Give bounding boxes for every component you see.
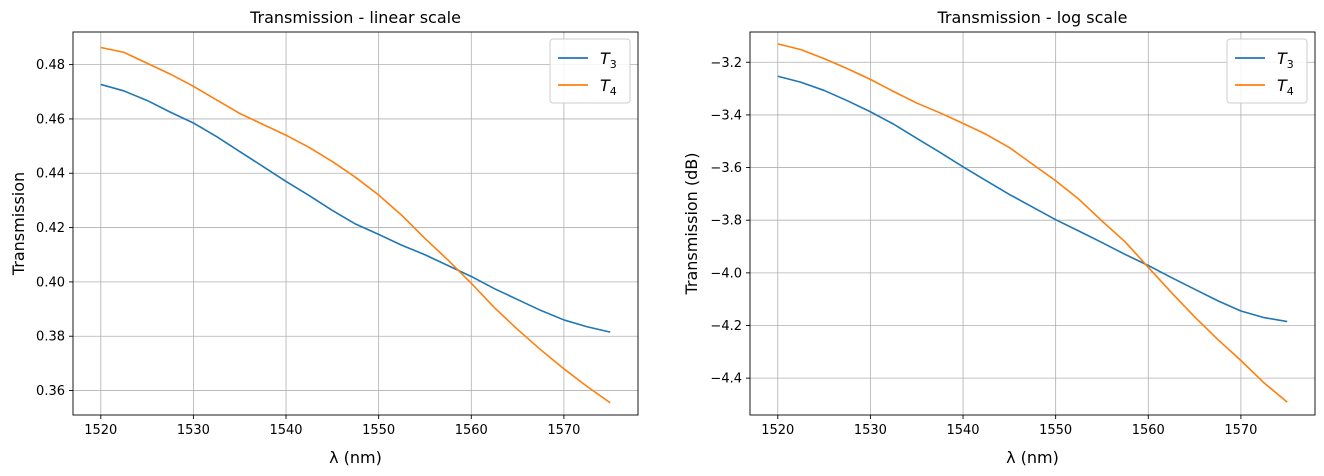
chart-title: Transmission - linear scale xyxy=(249,8,461,27)
x-tick-label: 1520 xyxy=(761,423,794,438)
y-tick-label: 0.44 xyxy=(36,167,65,182)
y-tick-label: 0.46 xyxy=(36,112,65,127)
x-tick-label: 1570 xyxy=(547,423,580,438)
legend-label-subscript: 3 xyxy=(610,58,617,71)
x-axis-label: λ (nm) xyxy=(1006,448,1059,467)
y-tick-label: 0.42 xyxy=(36,221,65,236)
x-tick-label: 1570 xyxy=(1224,423,1257,438)
x-tick-label: 1550 xyxy=(362,423,395,438)
y-tick-label: −3.4 xyxy=(710,108,742,123)
axes-frame xyxy=(72,31,639,416)
y-axis-label: Transmission xyxy=(9,172,28,276)
y-tick-label: −4.4 xyxy=(710,372,742,387)
legend-box xyxy=(549,38,631,104)
x-tick-label: 1530 xyxy=(177,423,210,438)
y-tick-label: 0.36 xyxy=(36,384,65,399)
chart-title: Transmission - log scale xyxy=(936,8,1127,27)
x-tick-label: 1520 xyxy=(84,423,117,438)
legend-label-subscript: 4 xyxy=(610,85,617,98)
series-line-T3 xyxy=(100,83,611,333)
legend-box xyxy=(1226,38,1308,104)
x-axis-label: λ (nm) xyxy=(329,448,382,467)
series-line-T3 xyxy=(777,75,1288,323)
x-tick-label: 1540 xyxy=(946,423,979,438)
y-tick-label: −3.2 xyxy=(710,56,742,71)
y-tick-label: 0.38 xyxy=(36,330,65,345)
axes-frame xyxy=(749,31,1316,416)
series-line-T4 xyxy=(777,43,1288,403)
x-tick-label: 1530 xyxy=(854,423,887,438)
chart-panel-1: 1520 1530 1540 1550 1560 1570 0.36 0.38 0.40 0.42… xyxy=(9,8,639,467)
legend-label-subscript: 4 xyxy=(1287,85,1294,98)
legend-label-subscript: 3 xyxy=(1287,58,1294,71)
series-line-T4 xyxy=(100,46,611,404)
y-tick-label: −3.6 xyxy=(710,161,742,176)
y-tick-label: −4.0 xyxy=(710,266,742,281)
y-tick-label: 0.40 xyxy=(36,275,65,290)
y-tick-label: 0.48 xyxy=(36,58,65,73)
x-tick-label: 1550 xyxy=(1039,423,1072,438)
x-tick-label: 1560 xyxy=(1132,423,1165,438)
x-tick-label: 1540 xyxy=(269,423,302,438)
y-tick-label: −3.8 xyxy=(710,214,742,229)
y-tick-label: −4.2 xyxy=(710,319,742,334)
y-axis-label: Transmission (dB) xyxy=(682,152,701,295)
chart-panel-2: 1520 1530 1540 1550 1560 1570 −4.4 −4.2 −4.0 −3.8… xyxy=(682,8,1316,467)
x-tick-label: 1560 xyxy=(455,423,488,438)
